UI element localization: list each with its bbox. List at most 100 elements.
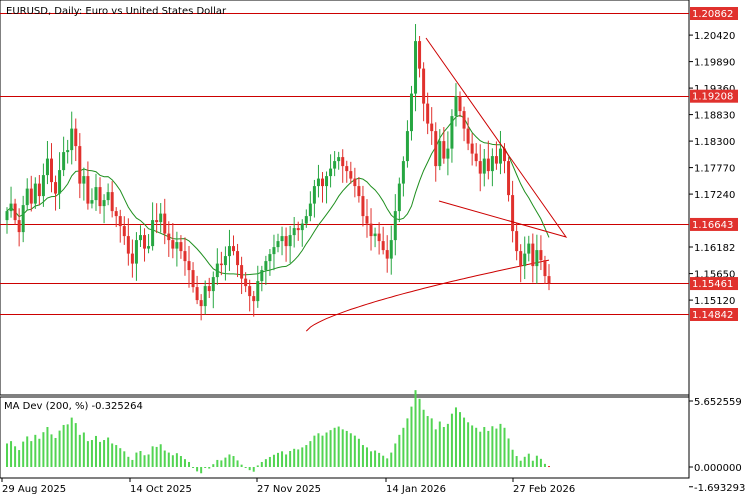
ma-200-line (305, 259, 550, 332)
histogram-bar (309, 441, 312, 467)
candle-body (58, 170, 62, 194)
histogram-bar (394, 443, 397, 467)
candle-body (29, 188, 33, 204)
indicator-tick-label: 0.000000 (694, 463, 742, 474)
candle-body (320, 178, 324, 187)
candle-body (357, 186, 361, 197)
histogram-bar (38, 438, 41, 467)
histogram-bar (353, 435, 356, 467)
histogram-bar (471, 425, 474, 467)
histogram-bar (147, 454, 150, 467)
price-tick-label: 1.20420 (694, 31, 735, 42)
candle-body (535, 250, 539, 267)
indicator-panel[interactable] (0, 396, 690, 479)
candle-body (434, 131, 438, 167)
histogram-bar (248, 467, 251, 471)
histogram-bar (297, 449, 300, 467)
candle-body (304, 216, 308, 224)
candle-body (276, 241, 280, 248)
candle-body (426, 103, 430, 124)
price-tag (690, 7, 738, 20)
candle-body (543, 260, 547, 277)
histogram-bar (18, 450, 21, 467)
histogram-bar (264, 459, 267, 467)
histogram-bar (34, 434, 37, 467)
histogram-bar (539, 458, 542, 467)
candle-body (179, 242, 183, 252)
candle-body (527, 243, 531, 254)
time-tick-label: 29 Aug 2025 (2, 484, 66, 495)
candle-body (49, 158, 53, 183)
candle-body (349, 171, 353, 179)
candle-body (183, 251, 187, 262)
candle-body (458, 96, 462, 112)
indicator-tick-label: 5.652559 (694, 397, 742, 408)
price-tick-label: 1.18300 (694, 137, 735, 148)
candle-body (151, 220, 155, 247)
price-axis[interactable]: 1.20420 1.19890 1.19360 1.18830 1.18300 1.177… (689, 31, 735, 307)
candle-body (215, 263, 219, 278)
histogram-bar (151, 446, 154, 467)
candle-body (62, 152, 66, 171)
candle-body (329, 168, 333, 177)
candle-body (531, 243, 535, 267)
price-tag-label: 1.16643 (692, 220, 733, 231)
candle-body (199, 300, 203, 307)
histogram-bar (543, 463, 546, 467)
triangle-trendline[interactable] (425, 37, 568, 238)
ma-deviation-histogram (6, 390, 550, 474)
histogram-bar (365, 447, 368, 467)
candle-body (167, 233, 171, 241)
histogram-bar (58, 430, 61, 467)
histogram-bar (26, 436, 29, 467)
histogram-bar (434, 429, 437, 467)
candle-body (466, 128, 470, 144)
histogram-bar (171, 455, 174, 467)
histogram-bar (454, 407, 457, 467)
time-tick-label: 14 Jan 2026 (386, 484, 446, 495)
histogram-bar (228, 454, 231, 467)
histogram-bar (111, 443, 114, 467)
candle-body (143, 235, 147, 249)
histogram-bar (123, 451, 126, 467)
candle-body (187, 261, 191, 271)
candle-body (138, 235, 142, 241)
histogram-bar (62, 424, 65, 467)
histogram-bar (163, 450, 166, 467)
histogram-bar (357, 438, 360, 467)
candle-body (288, 235, 292, 247)
candle-body (244, 278, 248, 287)
candle-body (236, 251, 240, 266)
price-tag (690, 89, 738, 103)
histogram-bar (224, 457, 227, 467)
histogram-bar (422, 409, 425, 467)
histogram-bar (260, 461, 263, 467)
histogram-bar (406, 418, 409, 467)
candle-body (296, 228, 300, 231)
histogram-bar (256, 465, 259, 467)
candle-body (223, 256, 227, 266)
candle-body (25, 188, 29, 206)
candle-body (240, 265, 244, 279)
candle-body (110, 192, 114, 212)
candle-body (486, 158, 490, 172)
histogram-bar (519, 460, 522, 467)
candle-body (86, 176, 90, 204)
histogram-bar (107, 437, 110, 467)
horizontal-levels[interactable] (0, 13, 689, 315)
candle-body (207, 286, 211, 292)
candle-body (316, 178, 320, 187)
price-tick-label: 1.16182 (694, 243, 735, 254)
histogram-bar (175, 453, 178, 467)
candle-body (454, 96, 458, 117)
histogram-bar (293, 448, 296, 467)
candle-body (33, 183, 37, 204)
histogram-bar (183, 459, 186, 467)
histogram-bar (430, 418, 433, 467)
histogram-bar (70, 417, 73, 467)
main-chart-panel[interactable] (0, 0, 690, 396)
candle-body (507, 161, 511, 196)
histogram-bar (131, 459, 134, 467)
candle-body (41, 175, 45, 197)
